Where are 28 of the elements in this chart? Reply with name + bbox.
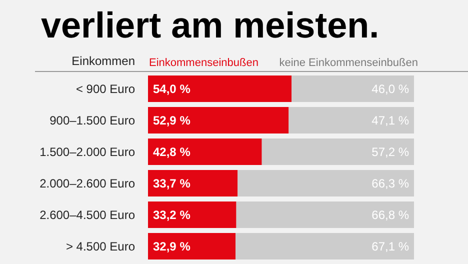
y-tick-label: 2.000–2.600 Euro (40, 176, 136, 190)
y-tick-label: < 900 Euro (76, 82, 136, 96)
bar (292, 76, 414, 102)
bar (262, 138, 414, 165)
y-tick-label: 2.600–4.500 Euro (40, 208, 136, 222)
bar (288, 107, 414, 134)
bar (236, 233, 414, 260)
data-label: 54,0 % (153, 82, 191, 96)
chart-title: verliert am meisten. (41, 4, 380, 46)
bar (148, 233, 236, 260)
series-label: keine Einkommenseinbußen (279, 57, 418, 69)
y-tick-label: > 4.500 Euro (66, 239, 136, 254)
bar (148, 76, 292, 102)
y-tick-label: 1.500–2.000 Euro (40, 144, 136, 159)
data-label: 32,9 % (153, 239, 191, 254)
bar (148, 170, 238, 196)
series-label: Einkommenseinbußen (149, 57, 258, 69)
y-tick-label: 900–1.500 Euro (50, 113, 136, 128)
data-label: 52,9 % (153, 113, 191, 128)
bar (238, 170, 414, 196)
y-axis-title: Einkommen (72, 54, 135, 68)
bar (148, 107, 289, 134)
data-label: 33,2 % (153, 208, 191, 222)
data-label: 42,8 % (153, 144, 191, 159)
bar (148, 202, 236, 228)
bar (236, 202, 414, 228)
data-label: 33,7 % (153, 176, 191, 190)
bar (148, 138, 262, 165)
